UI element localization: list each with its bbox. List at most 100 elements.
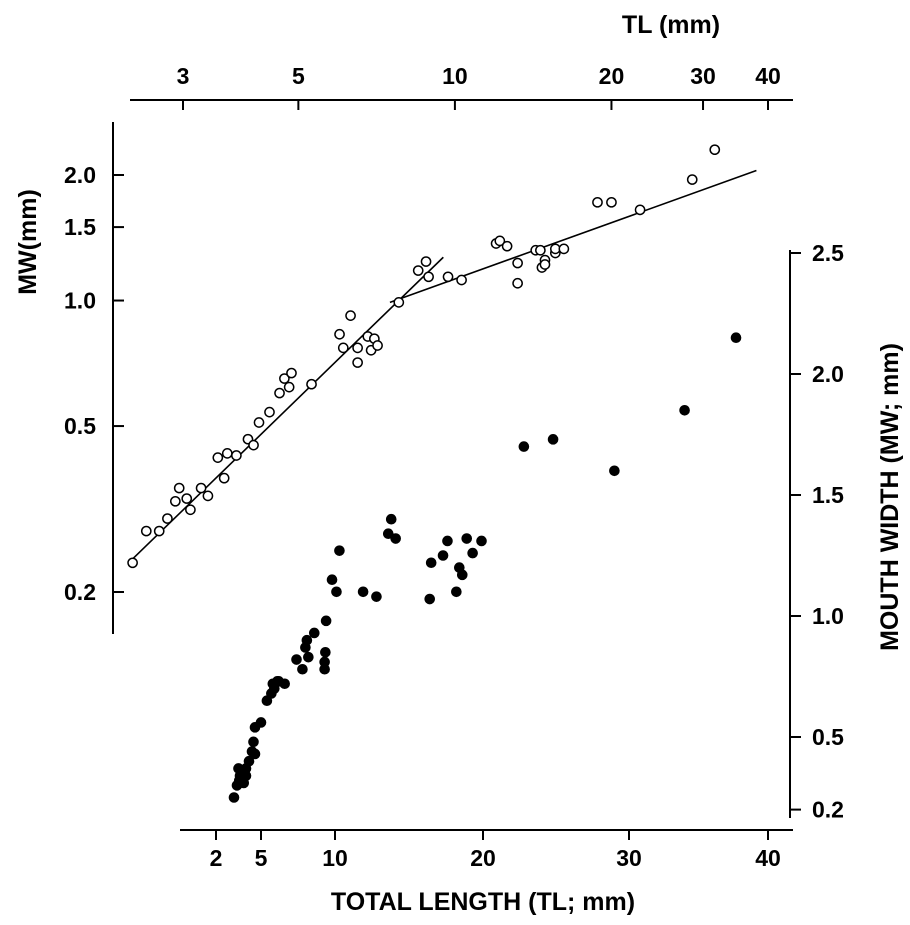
filled-data-point [279, 678, 290, 690]
open-data-point [592, 196, 603, 208]
top-tick-label: 20 [599, 63, 625, 89]
top-tick-label: 10 [442, 63, 468, 89]
bottom-tick-label: 20 [470, 845, 496, 871]
open-data-point [286, 367, 297, 379]
open-data-point [127, 557, 138, 569]
filled-data-point [371, 591, 382, 602]
filled-data-point [467, 547, 478, 559]
left-tick-label: 0.5 [64, 413, 96, 439]
open-data-point [140, 525, 152, 537]
open-data-point [686, 174, 698, 185]
right-axis-ticks: 0.2 0.5 1.0 1.5 2.0 2.5 [790, 240, 844, 823]
bottom-tick-label: 30 [616, 845, 642, 871]
regression-lines [132, 169, 757, 560]
filled-data-point [326, 574, 338, 586]
open-data-point [634, 204, 646, 216]
filled-data-point [390, 533, 401, 544]
open-data-point [279, 373, 290, 384]
filled-data-point [249, 748, 261, 760]
filled-data-point [437, 550, 449, 561]
filled-data-point [425, 557, 437, 569]
filled-data-point [385, 513, 397, 525]
filled-data-point [291, 654, 302, 665]
open-data-point [709, 144, 721, 156]
filled-data-point [442, 535, 453, 547]
filled-data-point [301, 634, 313, 646]
open-data-point [352, 342, 363, 354]
filled-data-point [320, 647, 331, 658]
open-data-point [253, 417, 265, 428]
filled-data-point [382, 528, 394, 540]
open-data-point [420, 256, 432, 267]
right-tick-label: 2.5 [812, 240, 844, 266]
open-data-point [283, 381, 295, 393]
bottom-tick-label: 40 [755, 845, 781, 871]
open-data-point [558, 243, 570, 255]
open-data-point [494, 235, 506, 247]
open-data-point [212, 452, 224, 463]
open-data-point [264, 406, 275, 418]
right-tick-label: 1.5 [812, 482, 844, 508]
filled-data-point [730, 332, 742, 344]
filled-data-point [319, 656, 330, 668]
right-tick-label: 1.0 [812, 603, 844, 629]
bottom-tick-label: 2 [210, 845, 223, 871]
filled-data-point [357, 586, 369, 598]
filled-data-point [451, 586, 462, 598]
open-data-point [535, 244, 546, 256]
open-data-point [221, 448, 233, 459]
filled-data-point [334, 545, 345, 556]
right-tick-label: 2.0 [812, 361, 844, 387]
open-data-point [539, 259, 551, 270]
filled-data-point [547, 434, 559, 445]
right-axis-title: MOUTH WIDTH (MW; mm) [876, 343, 904, 651]
filled-data-point [303, 651, 314, 663]
filled-data-point [331, 586, 342, 598]
filled-data-point [255, 717, 267, 728]
open-data-point [173, 482, 185, 494]
left-tick-label: 2.0 [64, 162, 96, 188]
open-data-point [442, 271, 454, 283]
open-data-point [274, 387, 285, 399]
open-data-point [218, 472, 230, 484]
open-data-point [456, 274, 467, 286]
open-circle-series [127, 144, 721, 569]
filled-data-point [243, 755, 255, 767]
bottom-tick-label: 10 [322, 845, 348, 871]
regression-line [389, 169, 757, 304]
filled-data-point [308, 627, 320, 639]
open-data-point [501, 240, 513, 252]
open-data-point [512, 257, 523, 269]
open-data-point [412, 265, 424, 276]
filled-circle-series [228, 332, 742, 803]
filled-data-point [461, 533, 473, 544]
bottom-axis-ticks: 2 5 10 20 30 40 [210, 830, 781, 871]
open-data-point [334, 328, 345, 340]
open-data-point [352, 357, 363, 368]
right-tick-label: 0.2 [812, 797, 844, 823]
open-data-point [185, 504, 196, 516]
top-axis-title: TL (mm) [622, 11, 720, 39]
bottom-tick-label: 5 [255, 845, 268, 871]
top-tick-label: 3 [177, 63, 190, 89]
left-axis-ticks: 0.2 0.5 1.0 1.5 2.0 [64, 162, 124, 605]
filled-data-point [297, 663, 308, 675]
filled-data-point [228, 792, 240, 803]
left-axis-title: MW(mm) [14, 189, 42, 295]
top-axis-ticks: 3 5 10 20 30 40 [177, 63, 781, 110]
open-data-point [231, 450, 242, 461]
open-data-point [202, 490, 214, 502]
top-tick-label: 5 [292, 63, 305, 89]
filled-data-point [679, 405, 690, 416]
top-tick-label: 40 [755, 63, 781, 89]
open-data-point [372, 340, 383, 351]
open-data-point [423, 271, 434, 283]
filled-data-point [248, 736, 259, 748]
open-data-point [606, 196, 617, 208]
open-data-point [153, 525, 165, 537]
open-data-point [181, 493, 193, 504]
open-data-point [345, 310, 356, 321]
filled-data-point [424, 593, 436, 605]
left-tick-label: 1.0 [64, 288, 96, 314]
